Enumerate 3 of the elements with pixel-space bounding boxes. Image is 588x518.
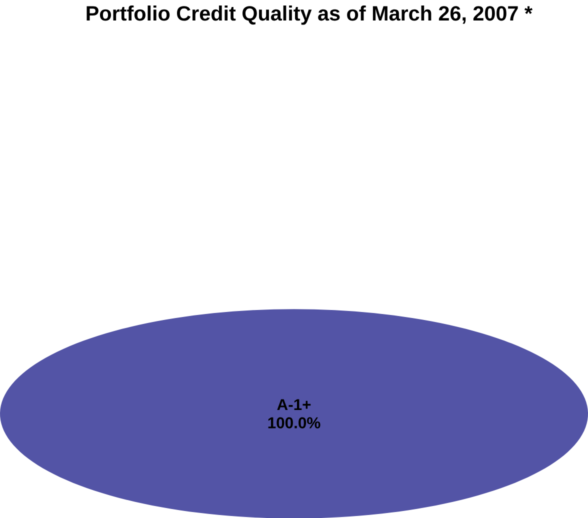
chart-title: Portfolio Credit Quality as of March 26, 2007 * <box>86 5 532 25</box>
data-label: 100.0% <box>268 417 320 428</box>
slice-label: A-1+ <box>277 398 311 410</box>
